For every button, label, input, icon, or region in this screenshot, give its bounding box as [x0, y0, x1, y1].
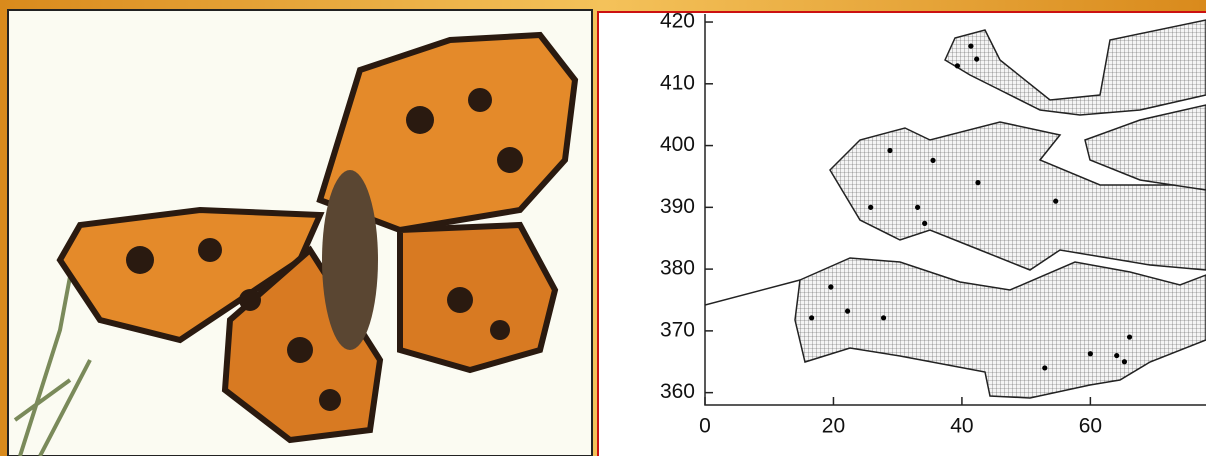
y-tick-label: 390 — [660, 195, 695, 218]
point — [1121, 359, 1128, 365]
point — [809, 315, 815, 321]
point — [930, 157, 936, 163]
x-tick-label: 20 — [822, 415, 845, 438]
point — [844, 308, 851, 314]
map-panel — [597, 11, 1206, 456]
point — [974, 56, 980, 62]
map-land — [705, 19, 1206, 399]
point — [887, 147, 893, 154]
point — [868, 204, 874, 210]
y-tick-label: 380 — [660, 257, 695, 280]
point — [954, 63, 961, 69]
point — [880, 315, 887, 321]
point — [1053, 198, 1059, 204]
point — [922, 220, 928, 226]
x-tick-label: 60 — [1079, 415, 1102, 438]
point — [1087, 351, 1093, 357]
x-tick-label: 40 — [950, 415, 973, 438]
y-tick-label: 360 — [660, 380, 695, 403]
y-tick-label: 400 — [660, 133, 695, 156]
butterfly-photo — [7, 9, 593, 456]
point — [1114, 352, 1120, 359]
y-tick-label: 370 — [660, 318, 695, 341]
point — [968, 43, 974, 49]
point — [1042, 365, 1048, 371]
point — [1126, 334, 1133, 340]
x-tick-label: 0 — [699, 415, 711, 438]
point — [975, 180, 981, 186]
point — [915, 204, 921, 210]
point — [828, 284, 834, 290]
y-tick-label: 420 — [660, 10, 695, 33]
y-tick-label: 410 — [660, 71, 695, 94]
